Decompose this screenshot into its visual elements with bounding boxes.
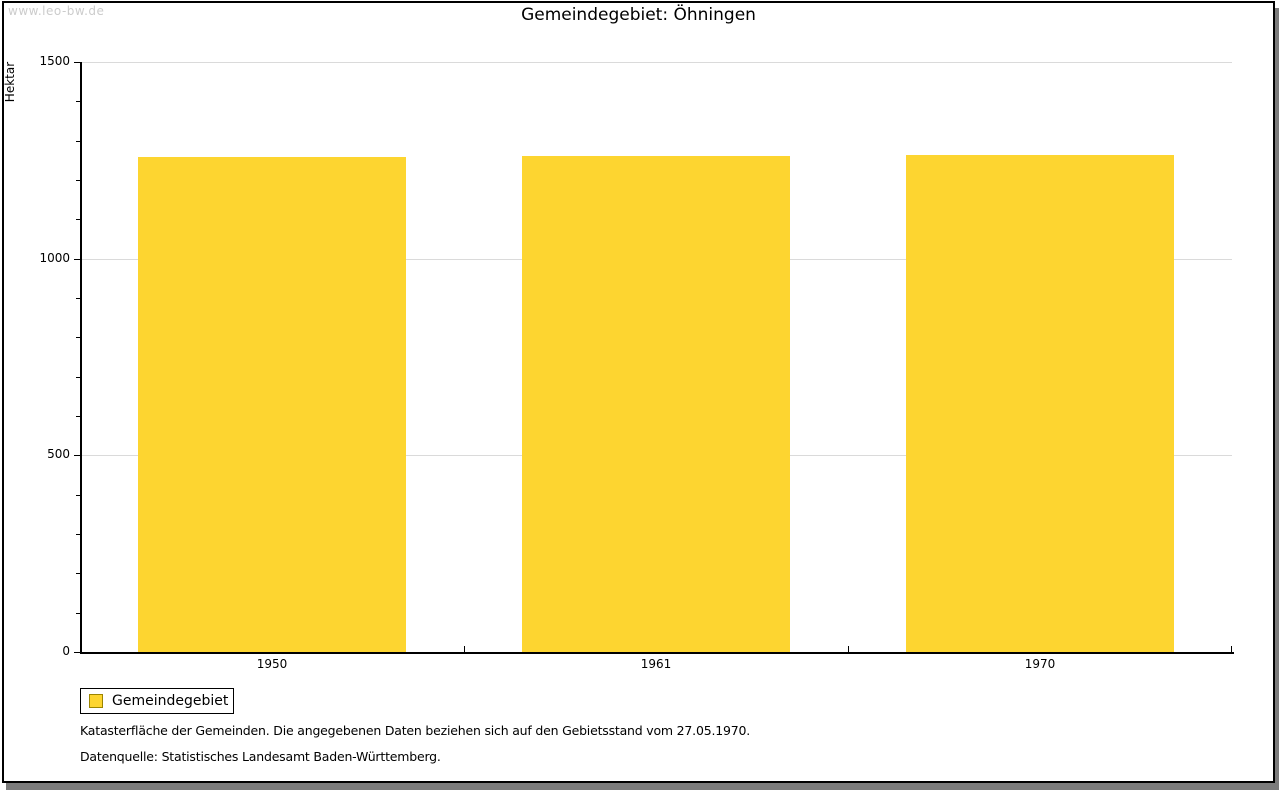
legend-swatch-gemeindegebiet (89, 694, 103, 708)
y-major-tick-1500 (74, 62, 80, 63)
y-tick-label-500: 500 (47, 447, 70, 462)
bar-1970 (906, 155, 1174, 652)
x-tick-2 (848, 646, 849, 652)
bar-1961 (522, 156, 790, 652)
y-major-tick-1000 (74, 258, 80, 260)
x-tick-label-1970: 1970 (1024, 657, 1056, 671)
y-axis-line (80, 62, 82, 654)
y-major-tick-0 (74, 652, 80, 653)
y-minor-tick-600 (76, 416, 80, 417)
x-tick-label-1950: 1950 (256, 657, 288, 671)
y-tick-label-0: 0 (62, 644, 70, 658)
x-tick-end (1231, 646, 1232, 652)
y-minor-tick-100 (76, 612, 80, 614)
x-axis-line (80, 652, 1234, 654)
y-minor-tick-1400 (76, 101, 80, 103)
x-tick-1 (464, 646, 465, 652)
footnote-source-note: Katasterfläche der Gemeinden. Die angege… (80, 723, 751, 738)
bar-1950 (138, 157, 406, 652)
y-minor-tick-900 (76, 298, 80, 299)
chart-title: Gemeindegebiet: Öhningen (521, 5, 756, 25)
watermark-url: www.leo-bw.de (8, 4, 105, 18)
y-minor-tick-1300 (76, 140, 80, 142)
footnote-data-source: Datenquelle: Statistisches Landesamt Bad… (80, 749, 441, 764)
gridline-1500 (82, 62, 1232, 63)
y-minor-tick-200 (76, 573, 80, 575)
y-minor-tick-800 (76, 337, 80, 339)
y-tick-label-1000: 1000 (39, 250, 70, 265)
legend: Gemeindegebiet (80, 688, 234, 714)
y-minor-tick-700 (76, 376, 80, 378)
y-major-tick-500 (74, 455, 80, 457)
y-minor-tick-1100 (76, 219, 80, 221)
y-minor-tick-400 (76, 494, 80, 496)
legend-label: Gemeindegebiet (112, 693, 229, 709)
x-tick-label-1961: 1961 (640, 657, 672, 671)
y-minor-tick-1200 (76, 180, 80, 181)
y-minor-tick-300 (76, 534, 80, 535)
y-tick-label-1500: 1500 (39, 54, 70, 68)
